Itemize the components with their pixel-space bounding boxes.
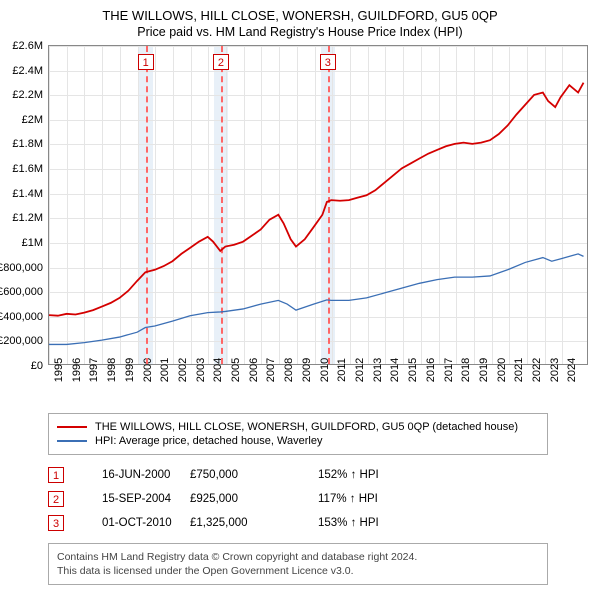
footer-line-2: This data is licensed under the Open Gov… (57, 564, 539, 578)
y-tick-label: £800,000 (0, 262, 43, 274)
y-tick-label: £1M (22, 237, 43, 249)
transaction-row: 1 16-JUN-2000 £750,000 152% ↑ HPI (48, 463, 548, 487)
transaction-pct: 153% ↑ HPI (318, 517, 458, 529)
transaction-date: 01-OCT-2010 (72, 517, 182, 529)
y-tick-label: £600,000 (0, 286, 43, 298)
y-tick-label: £400,000 (0, 311, 43, 323)
plot-area: £0£200,000£400,000£600,000£800,000£1M£1.… (48, 45, 588, 365)
transaction-price: £750,000 (190, 469, 310, 481)
legend-label: THE WILLOWS, HILL CLOSE, WONERSH, GUILDF… (95, 421, 518, 433)
line-svg (49, 46, 587, 364)
transaction-date: 16-JUN-2000 (72, 469, 182, 481)
transaction-price: £1,325,000 (190, 517, 310, 529)
y-tick-label: £1.6M (12, 163, 43, 175)
y-tick-label: £2.4M (12, 65, 43, 77)
transaction-marker-icon: 3 (48, 515, 64, 531)
y-tick-label: £1.4M (12, 188, 43, 200)
title-line-2: Price paid vs. HM Land Registry's House … (8, 25, 592, 39)
y-tick-label: £200,000 (0, 335, 43, 347)
transaction-price: £925,000 (190, 493, 310, 505)
transaction-table: 1 16-JUN-2000 £750,000 152% ↑ HPI 2 15-S… (48, 463, 548, 535)
transaction-marker-icon: 2 (48, 491, 64, 507)
y-tick-label: £2.2M (12, 89, 43, 101)
transaction-marker-icon: 1 (48, 467, 64, 483)
series-property (49, 83, 584, 316)
y-tick-label: £2.6M (12, 40, 43, 52)
transaction-row: 3 01-OCT-2010 £1,325,000 153% ↑ HPI (48, 511, 548, 535)
transaction-pct: 117% ↑ HPI (318, 493, 458, 505)
footer-line-1: Contains HM Land Registry data © Crown c… (57, 550, 539, 564)
legend-swatch (57, 440, 87, 442)
legend: THE WILLOWS, HILL CLOSE, WONERSH, GUILDF… (48, 413, 548, 455)
title-line-1: THE WILLOWS, HILL CLOSE, WONERSH, GUILDF… (8, 8, 592, 23)
transaction-row: 2 15-SEP-2004 £925,000 117% ↑ HPI (48, 487, 548, 511)
legend-swatch (57, 426, 87, 428)
chart-container: THE WILLOWS, HILL CLOSE, WONERSH, GUILDF… (8, 8, 592, 585)
y-tick-label: £1.2M (12, 212, 43, 224)
footer-attribution: Contains HM Land Registry data © Crown c… (48, 543, 548, 585)
y-tick-label: £1.8M (12, 138, 43, 150)
chart-title: THE WILLOWS, HILL CLOSE, WONERSH, GUILDF… (8, 8, 592, 39)
y-tick-label: £0 (31, 360, 43, 372)
legend-item: HPI: Average price, detached house, Wave… (57, 434, 539, 448)
y-tick-label: £2M (22, 114, 43, 126)
series-hpi (49, 254, 584, 345)
transaction-date: 15-SEP-2004 (72, 493, 182, 505)
legend-label: HPI: Average price, detached house, Wave… (95, 435, 322, 447)
transaction-pct: 152% ↑ HPI (318, 469, 458, 481)
legend-item: THE WILLOWS, HILL CLOSE, WONERSH, GUILDF… (57, 420, 539, 434)
